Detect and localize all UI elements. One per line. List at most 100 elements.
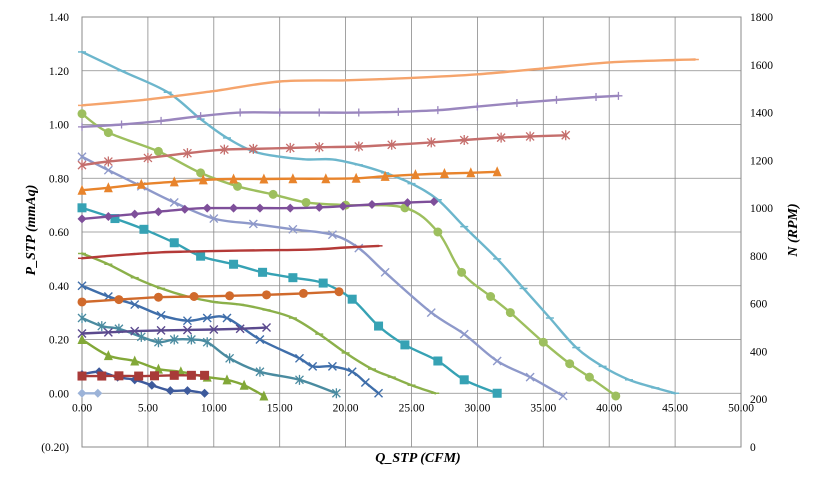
x-tick-label: 35.00 xyxy=(530,402,556,414)
data-point xyxy=(552,95,561,104)
data-point xyxy=(561,130,571,141)
data-point xyxy=(136,178,146,189)
data-point xyxy=(143,152,153,163)
data-point xyxy=(114,371,124,381)
data-point xyxy=(77,281,87,291)
data-point xyxy=(558,391,568,401)
data-point xyxy=(496,132,506,143)
data-point xyxy=(202,203,212,213)
data-point xyxy=(139,224,149,234)
data-point xyxy=(169,176,179,187)
data-point xyxy=(77,297,87,307)
data-point xyxy=(229,259,239,269)
data-point xyxy=(169,238,179,248)
series-1 xyxy=(78,50,680,395)
data-point xyxy=(110,214,120,224)
y-tick-label: 0.80 xyxy=(49,173,69,185)
data-point xyxy=(298,288,308,298)
y-tick-label: 1.00 xyxy=(49,120,69,132)
data-point xyxy=(614,91,623,100)
data-point xyxy=(308,361,318,371)
data-point xyxy=(592,93,601,102)
y2-tick-label: 400 xyxy=(750,346,768,358)
plot-frame xyxy=(81,16,742,448)
data-point xyxy=(268,189,278,199)
data-point xyxy=(473,102,482,111)
data-point xyxy=(156,325,166,335)
data-point xyxy=(77,203,87,213)
data-point xyxy=(153,363,163,374)
data-point xyxy=(492,388,502,398)
data-point xyxy=(426,308,436,318)
data-point xyxy=(103,156,113,167)
data-point xyxy=(200,370,210,380)
data-point xyxy=(198,174,208,185)
series-4 xyxy=(77,203,502,398)
data-point xyxy=(565,359,575,369)
series-19 xyxy=(77,370,210,381)
series-line xyxy=(80,326,268,335)
data-point xyxy=(255,203,265,213)
data-point xyxy=(229,203,239,213)
data-point xyxy=(77,388,87,398)
series-17 xyxy=(77,287,344,307)
data-point xyxy=(400,340,410,350)
data-point xyxy=(78,122,86,131)
data-point xyxy=(374,321,384,331)
data-point xyxy=(196,251,206,261)
x-tick-label: 15.00 xyxy=(267,402,293,414)
y2-tick-label: 1800 xyxy=(750,12,773,24)
data-point xyxy=(525,131,535,142)
data-point xyxy=(525,372,535,382)
data-point xyxy=(182,316,192,326)
data-point xyxy=(492,356,502,366)
data-point xyxy=(77,334,87,344)
data-point xyxy=(130,355,140,366)
data-point xyxy=(225,291,235,301)
data-point xyxy=(351,172,361,183)
data-point xyxy=(433,106,442,115)
data-point xyxy=(439,167,449,178)
x-tick-label: 25.00 xyxy=(399,402,425,414)
data-point xyxy=(186,370,196,380)
data-point xyxy=(182,148,192,159)
series-7 xyxy=(77,313,341,399)
x-tick-label: 10.00 xyxy=(201,402,227,414)
data-point xyxy=(285,203,295,213)
data-point xyxy=(130,326,140,336)
data-point xyxy=(457,267,467,277)
x-tick-label: 30.00 xyxy=(464,402,490,414)
data-point xyxy=(229,173,239,184)
series-3 xyxy=(77,152,568,401)
data-point xyxy=(380,170,390,181)
data-point xyxy=(331,388,341,399)
data-point xyxy=(77,152,87,162)
data-point xyxy=(93,388,103,398)
y2-tick-label: 1400 xyxy=(750,108,773,120)
data-point xyxy=(262,290,272,300)
x-tick-label: 5.00 xyxy=(138,402,158,414)
data-point xyxy=(288,173,298,184)
data-point xyxy=(314,202,324,212)
plot-series xyxy=(77,50,699,401)
data-point xyxy=(301,197,311,207)
data-point xyxy=(584,372,594,382)
y-tick-label: 0.00 xyxy=(49,388,69,400)
series-18 xyxy=(77,323,272,339)
data-point xyxy=(130,209,140,219)
data-point xyxy=(505,308,515,318)
data-point xyxy=(466,167,476,178)
data-point xyxy=(130,300,140,310)
y2-tick-label: 800 xyxy=(750,251,768,263)
series-14 xyxy=(77,166,502,195)
data-point xyxy=(236,108,245,117)
data-point xyxy=(169,334,179,345)
data-point xyxy=(288,273,298,283)
data-point xyxy=(315,108,324,117)
data-point xyxy=(512,99,521,107)
y-tick-label: 0.20 xyxy=(49,335,69,347)
data-point xyxy=(196,168,206,178)
data-point xyxy=(235,324,245,334)
series-line xyxy=(80,338,266,398)
data-point xyxy=(318,278,328,288)
